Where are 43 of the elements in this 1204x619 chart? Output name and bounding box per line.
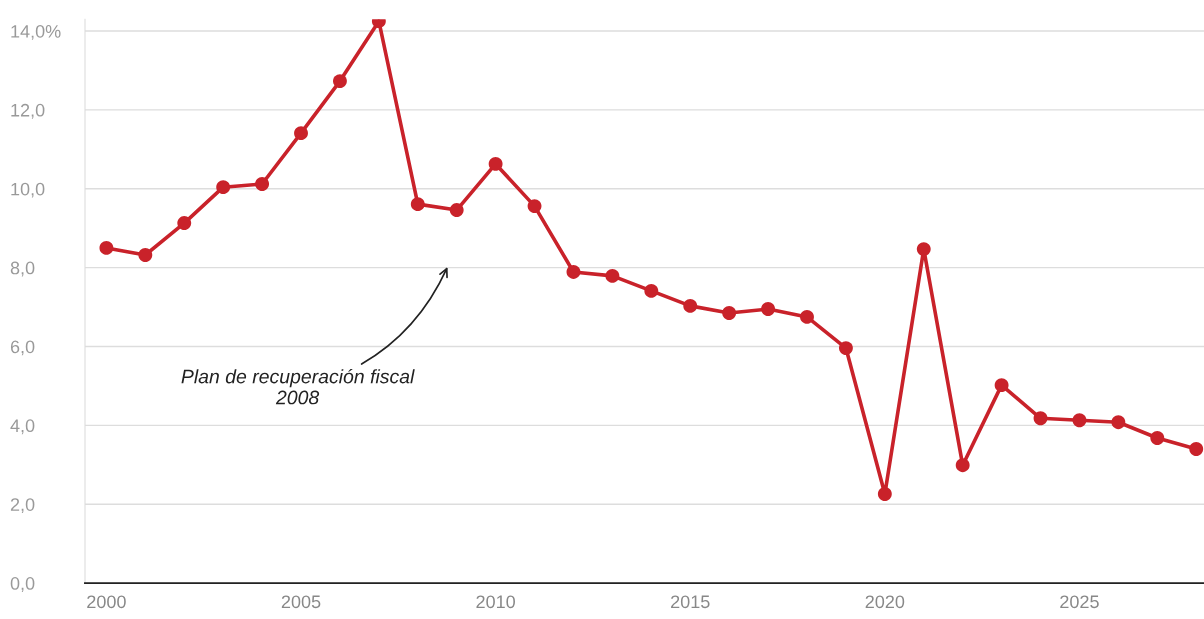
point	[488, 156, 503, 171]
point	[138, 248, 153, 262]
point	[294, 126, 308, 141]
point	[761, 302, 776, 316]
point	[722, 306, 737, 320]
point	[527, 199, 542, 214]
point	[877, 487, 892, 501]
point	[994, 378, 1009, 393]
point	[644, 283, 659, 298]
annotation: Plan de recuperación fiscal 2008	[181, 368, 415, 405]
point	[1150, 431, 1165, 445]
x-tick-label: 2005	[281, 595, 321, 609]
x-tick-label: 2025	[1060, 595, 1099, 609]
point	[99, 240, 114, 255]
y-tick-label: 0,0	[10, 577, 35, 592]
y-tick-label: 6,0	[10, 340, 35, 356]
x-tick-label: 2000	[87, 595, 126, 609]
point	[955, 458, 970, 473]
y-tick-label: 10,0	[11, 182, 45, 198]
point	[332, 74, 347, 89]
point	[566, 265, 581, 279]
point	[410, 197, 425, 212]
point	[1072, 413, 1087, 428]
x-tick-label: 2015	[671, 595, 710, 609]
point	[255, 177, 270, 191]
point	[449, 203, 464, 217]
y-tick-label: 2,0	[10, 498, 35, 514]
point	[838, 341, 853, 356]
point	[1033, 411, 1048, 426]
point	[683, 298, 698, 313]
point	[1111, 415, 1126, 430]
y-tick-label: 8,0	[10, 261, 35, 277]
x-tick-label: 2020	[865, 595, 905, 609]
y-tick-label: 12,0	[11, 103, 45, 119]
point	[1189, 442, 1204, 456]
point	[800, 309, 814, 324]
point	[916, 242, 931, 257]
point	[216, 180, 231, 195]
y-tick-label: 4,0	[10, 419, 35, 435]
y-tick-label: 14,0%	[11, 24, 61, 40]
point	[177, 216, 192, 231]
point	[605, 268, 620, 283]
x-tick-label: 2010	[476, 595, 515, 609]
